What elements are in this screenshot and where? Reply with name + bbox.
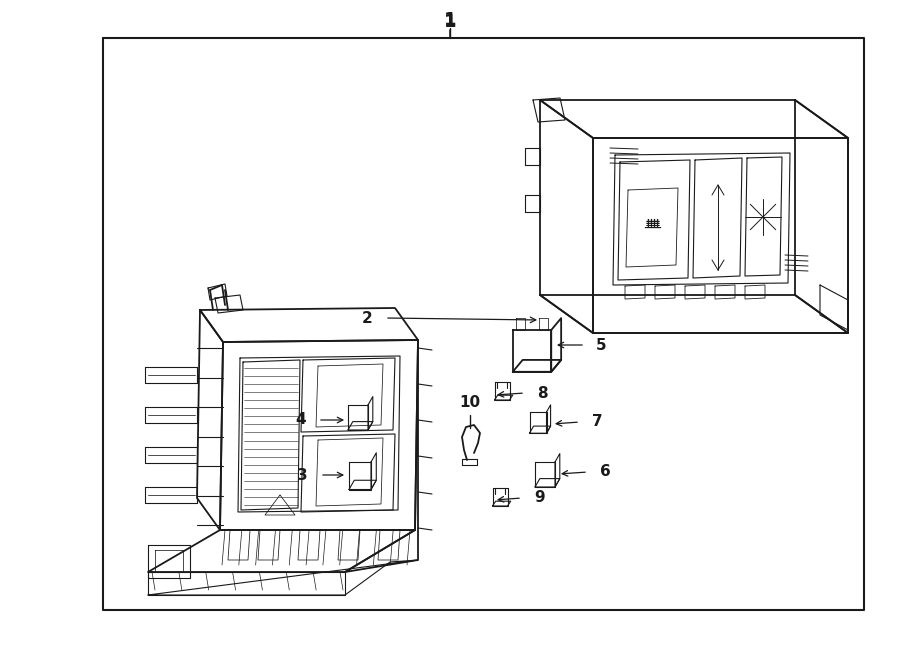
Text: ᚙ: ᚙ [644, 221, 660, 235]
Polygon shape [546, 405, 551, 433]
Text: 1: 1 [444, 13, 456, 31]
Polygon shape [494, 382, 509, 400]
Polygon shape [338, 530, 360, 560]
Polygon shape [103, 38, 864, 610]
Polygon shape [145, 487, 197, 503]
Polygon shape [516, 318, 525, 330]
Polygon shape [494, 395, 513, 400]
Text: 9: 9 [534, 491, 544, 506]
Polygon shape [820, 285, 848, 330]
Polygon shape [258, 530, 280, 560]
Polygon shape [145, 367, 197, 383]
Polygon shape [345, 340, 418, 572]
Polygon shape [200, 308, 418, 342]
Text: 2: 2 [361, 310, 372, 326]
Polygon shape [298, 530, 320, 560]
Polygon shape [539, 318, 548, 330]
Polygon shape [529, 412, 546, 433]
Polygon shape [745, 157, 782, 276]
Polygon shape [492, 488, 508, 506]
Polygon shape [513, 330, 551, 372]
Polygon shape [378, 530, 400, 560]
Polygon shape [145, 447, 197, 463]
Polygon shape [535, 462, 555, 487]
Polygon shape [540, 100, 848, 138]
Polygon shape [685, 285, 705, 299]
Polygon shape [215, 295, 243, 313]
Polygon shape [148, 572, 345, 595]
Polygon shape [368, 397, 373, 430]
Polygon shape [348, 422, 373, 430]
Polygon shape [715, 285, 735, 299]
Polygon shape [238, 356, 400, 512]
Polygon shape [148, 560, 418, 595]
Polygon shape [795, 100, 848, 333]
Polygon shape [551, 318, 562, 372]
Polygon shape [693, 158, 742, 278]
Polygon shape [529, 426, 551, 433]
Polygon shape [533, 98, 565, 122]
Polygon shape [148, 545, 190, 578]
Polygon shape [462, 459, 477, 465]
Polygon shape [745, 285, 765, 299]
Polygon shape [492, 501, 510, 506]
Polygon shape [540, 295, 848, 333]
Polygon shape [655, 285, 675, 299]
Polygon shape [555, 453, 560, 487]
Text: 5: 5 [596, 338, 607, 352]
Polygon shape [525, 195, 540, 212]
Polygon shape [525, 148, 540, 165]
Text: 10: 10 [459, 395, 481, 410]
Polygon shape [535, 479, 560, 487]
Polygon shape [593, 138, 848, 333]
Text: 1: 1 [444, 11, 456, 29]
Polygon shape [513, 360, 562, 372]
Polygon shape [618, 160, 690, 280]
Polygon shape [371, 453, 376, 489]
Text: 8: 8 [537, 385, 547, 401]
Text: 7: 7 [592, 414, 603, 430]
Text: 4: 4 [295, 412, 306, 428]
Polygon shape [145, 407, 197, 423]
Polygon shape [613, 153, 790, 285]
Text: 6: 6 [600, 465, 611, 479]
Polygon shape [208, 284, 227, 300]
Text: 3: 3 [297, 467, 308, 483]
Polygon shape [625, 285, 645, 299]
Polygon shape [349, 462, 371, 489]
Polygon shape [348, 405, 368, 430]
Polygon shape [148, 530, 415, 572]
Polygon shape [220, 340, 418, 530]
Polygon shape [540, 100, 593, 333]
Polygon shape [349, 480, 376, 489]
Polygon shape [228, 530, 250, 560]
Polygon shape [197, 310, 223, 530]
